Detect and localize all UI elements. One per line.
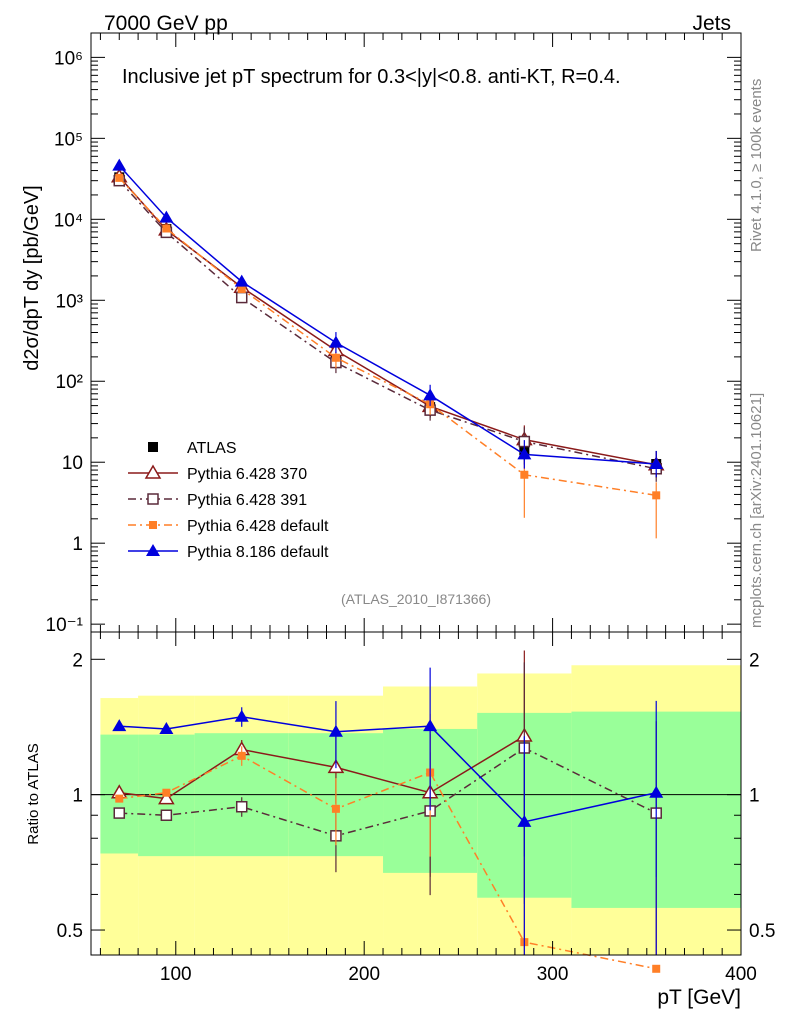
- data-point-p6def: [162, 224, 171, 233]
- legend-marker-atlas: [148, 442, 158, 452]
- legend-label-p8def: Pythia 8.186 default: [187, 544, 329, 561]
- legend: ATLAS Pythia 6.428 370 Pythia 6.428 391 Pyt…: [128, 440, 329, 561]
- data-point-p6def: [115, 173, 124, 182]
- x-axis-label: pT [GeV]: [657, 986, 741, 1009]
- legend-label-atlas: ATLAS: [187, 440, 237, 457]
- ratio-point-p8def: [328, 724, 343, 737]
- y-tick-label: 1: [72, 534, 83, 555]
- series-line-p8def: [118, 165, 657, 465]
- ratio-point-p8def: [234, 709, 249, 722]
- x-tick-label: 300: [537, 964, 569, 985]
- y-tick-label: 10²: [56, 372, 83, 393]
- data-point-p6def: [237, 284, 246, 293]
- ratio-point-p391: [113, 807, 126, 819]
- legend-marker-p370: [144, 464, 162, 479]
- ratio-y-tick-label-right: 0.5: [749, 921, 775, 942]
- data-point-p8def: [159, 210, 174, 223]
- y-axis-label: d2σ/dpT dy [pb/GeV]: [21, 185, 43, 370]
- ratio-point-p6def: [652, 964, 661, 973]
- ratio-y-tick-label-right: 1: [749, 786, 760, 807]
- mcplots-label: mcplots.cern.ch [arXiv:2401.10621]: [748, 393, 765, 628]
- ratio-line-p370: [119, 735, 525, 800]
- legend-marker-p8def: [146, 544, 160, 556]
- data-point-p6def: [652, 491, 661, 500]
- ratio-point-p391: [235, 800, 248, 813]
- main-title: Inclusive jet pT spectrum for 0.3<|y|<0.…: [122, 66, 621, 88]
- y-tick-label: 10⁶: [54, 48, 83, 69]
- ratio-point-p8def: [649, 785, 664, 798]
- legend-label-p6def: Pythia 6.428 default: [187, 518, 329, 535]
- ratio-point-p370: [158, 790, 175, 805]
- x-tick-label: 200: [348, 964, 380, 985]
- x-tick-label: 100: [160, 964, 192, 985]
- data-point-p8def: [234, 274, 249, 287]
- legend-label-p391: Pythia 6.428 391: [187, 492, 307, 509]
- ratio-y-tick-label: 2: [72, 650, 83, 671]
- ratio-point-p391: [160, 809, 173, 821]
- data-point-p6def: [520, 470, 529, 479]
- main-panel: 10⁻¹ 1 10 10² 10³ 10⁴ 10⁵ 10⁶ Inclusive jet pT …: [21, 32, 742, 636]
- y-tick-label: 10⁻¹: [46, 615, 84, 636]
- ratio-y-tick-label-right: 2: [749, 650, 760, 671]
- series-line-p370: [118, 176, 657, 466]
- header-right: Jets: [692, 12, 731, 35]
- ratio-point-p8def: [517, 814, 532, 827]
- ratio-y-label: Ratio to ATLAS: [25, 743, 42, 844]
- legend-marker-p391: [147, 493, 159, 505]
- ratio-y-tick-label: 0.5: [57, 921, 83, 942]
- ratio-point-p6def: [162, 788, 171, 797]
- legend-marker-p6def: [149, 521, 157, 529]
- y-tick-label: 10⁵: [54, 129, 83, 150]
- ratio-y-tick-label: 1: [72, 786, 83, 807]
- legend-label-p370: Pythia 6.428 370: [187, 466, 307, 483]
- series-line-p391: [118, 180, 657, 470]
- analysis-label: (ATLAS_2010_I871366): [341, 591, 491, 607]
- data-point-p8def: [423, 388, 438, 401]
- ratio-point-p8def: [112, 719, 127, 732]
- ratio-point-p8def: [423, 719, 438, 732]
- data-point-p8def: [112, 158, 127, 171]
- x-tick-label: 400: [725, 964, 757, 985]
- ratio-frame: [90, 631, 742, 956]
- ratio-point-p8def: [159, 721, 174, 734]
- main-frame: [90, 32, 742, 633]
- rivet-label: Rivet 4.1.0, ≥ 100k events: [748, 79, 765, 252]
- data-point-p8def: [328, 335, 343, 348]
- ratio-panel: 0.5 0.5 1 1 2 2 100 200 300 400 Ratio to ATLAS pT…: [25, 631, 775, 1009]
- y-tick-label: 10³: [56, 291, 83, 312]
- data-point-p8def: [517, 447, 532, 460]
- data-point-p391: [235, 291, 248, 304]
- y-tick-label: 10⁴: [54, 210, 83, 231]
- ratio-point-p6def: [331, 804, 340, 813]
- data-point-p6def: [331, 353, 340, 362]
- data-point-p8def: [649, 457, 664, 470]
- header-left: 7000 GeV pp: [104, 12, 228, 35]
- ratio-point-p6def: [115, 794, 124, 803]
- y-tick-label: 10: [62, 453, 83, 474]
- ratio-point-p6def: [237, 751, 246, 760]
